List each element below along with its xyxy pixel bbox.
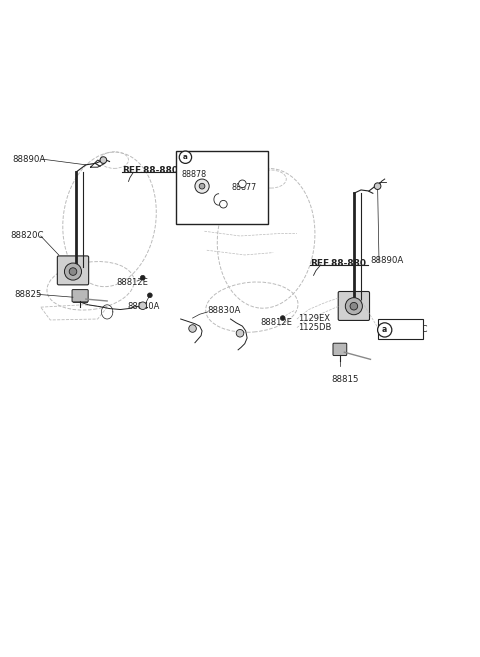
Circle shape [236,329,244,337]
Text: 88890A: 88890A [371,256,404,265]
Circle shape [139,302,146,309]
Text: 88825: 88825 [14,290,42,299]
Circle shape [199,183,205,189]
Text: 88810C: 88810C [394,325,428,334]
Text: 88877: 88877 [232,183,257,192]
Text: 88815: 88815 [332,374,359,384]
Text: a: a [382,325,387,334]
Text: 88878: 88878 [181,170,207,179]
Text: 88812E: 88812E [260,318,292,327]
FancyBboxPatch shape [333,343,347,355]
Circle shape [179,151,192,164]
Text: REF.88-880: REF.88-880 [122,166,179,175]
Circle shape [239,180,246,188]
Circle shape [280,316,285,321]
Text: a: a [183,154,188,160]
Circle shape [374,183,381,189]
Circle shape [147,293,152,298]
Text: 1125DB: 1125DB [298,323,331,332]
Circle shape [189,325,196,332]
Text: 88830A: 88830A [208,306,241,315]
Circle shape [195,179,209,193]
Text: 88820C: 88820C [10,231,43,240]
Circle shape [219,200,227,208]
FancyBboxPatch shape [57,256,89,285]
Circle shape [345,298,362,315]
Circle shape [378,323,392,337]
FancyBboxPatch shape [176,150,268,224]
Circle shape [64,263,82,280]
Text: 88812E: 88812E [117,278,148,287]
Circle shape [140,275,145,280]
Text: 88840A: 88840A [127,302,159,311]
Circle shape [69,268,77,275]
Circle shape [350,302,358,310]
FancyBboxPatch shape [72,290,88,302]
Text: 1129EX: 1129EX [298,313,330,323]
FancyBboxPatch shape [338,292,370,321]
Circle shape [100,157,107,164]
Text: REF.88-880: REF.88-880 [310,258,366,267]
Text: 88890A: 88890A [12,154,46,164]
FancyBboxPatch shape [378,319,423,339]
